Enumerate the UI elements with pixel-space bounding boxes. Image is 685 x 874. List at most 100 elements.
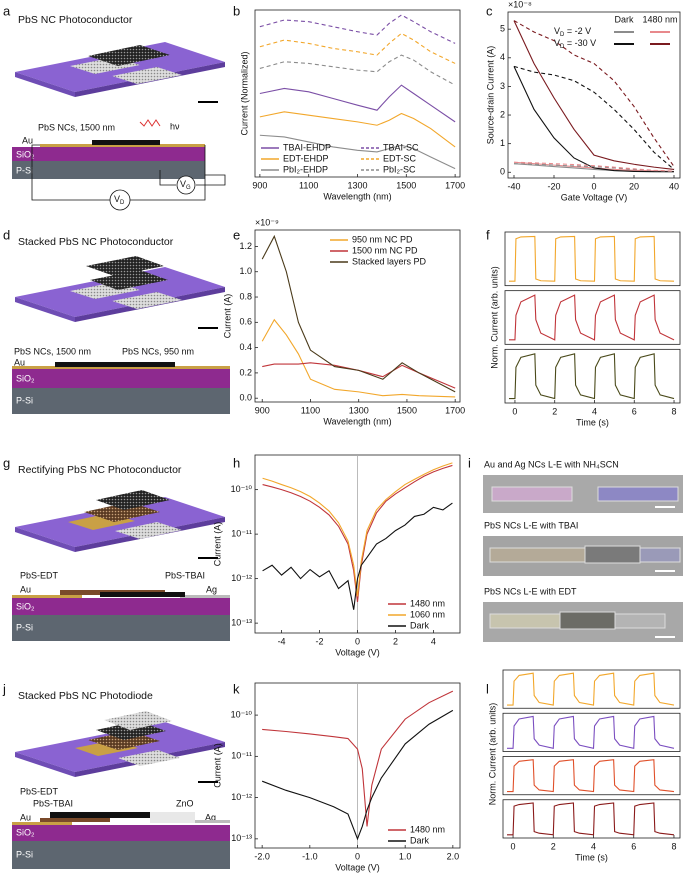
- x-tick-label: 2.0: [447, 851, 460, 861]
- legend-row-main: V: [554, 38, 560, 48]
- nc-film: [84, 502, 160, 522]
- series-line: [259, 32, 456, 64]
- y-tick-label: 0.6: [239, 317, 252, 327]
- legend-label: 950 nm NC PD: [352, 234, 413, 244]
- schematic-g: Rectifying PbS NC Photoconductor PbS-EDT…: [12, 464, 230, 641]
- x-tick-label: 6: [631, 841, 636, 851]
- y-tick-label: 0.2: [239, 367, 252, 377]
- panel-label: e: [233, 227, 240, 242]
- legend-label: TBAI-SC: [383, 142, 419, 152]
- legend-label: EDT-SC: [383, 153, 417, 163]
- wire: [584, 545, 641, 564]
- plot-frame: [504, 290, 681, 345]
- y-axis-label: Current (A): [222, 294, 232, 339]
- tbai-layer: [50, 812, 160, 818]
- series-line: [262, 690, 454, 827]
- series-line: [259, 84, 456, 123]
- layer-label: Au: [20, 584, 31, 594]
- legend-label: Dark: [410, 835, 430, 845]
- source-label: VD: [114, 194, 125, 205]
- series-line: [508, 235, 675, 282]
- chart: 900 1100 1300 1500 1700 0.0 0.2 0.4 0.6 0.8 1.0 1.2…: [222, 217, 465, 426]
- x-tick-label: 2: [551, 841, 556, 851]
- au-layer: [12, 366, 230, 369]
- legend-label: 1500 nm NC PD: [352, 245, 418, 255]
- layer-label: PbS NCs, 1500 nm: [38, 122, 115, 132]
- y-tick-label: 0.8: [239, 291, 252, 301]
- sio2-layer: [12, 825, 230, 841]
- legend-label: EDT-EHDP: [283, 153, 329, 163]
- nc-film: [96, 490, 170, 510]
- x-tick-label: 4: [431, 636, 436, 646]
- zno-film: [104, 711, 172, 730]
- wire: [559, 611, 616, 630]
- legend-label: Dark: [410, 620, 430, 630]
- layer-label: PbS NCs, 1500 nm: [14, 346, 91, 356]
- micrograph-caption: Au and Ag NCs L-E with NH₄SCN: [484, 459, 619, 469]
- layer-label: PbS-TBAI: [165, 570, 205, 580]
- legend-row-sub: D: [560, 44, 565, 50]
- x-axis-label: Time (s): [575, 852, 608, 862]
- psi-layer: [12, 388, 230, 414]
- series-line: [262, 464, 453, 602]
- edt-layer: [40, 818, 110, 822]
- electrode-film: [115, 522, 182, 539]
- plot-frame: [502, 669, 681, 709]
- source-symbol: [109, 189, 131, 211]
- source-main: V: [180, 179, 186, 189]
- x-tick-label: 20: [629, 181, 639, 191]
- plot-frame: [254, 229, 461, 403]
- wire: [597, 486, 679, 502]
- y-axis-label: Source-drain Current (A): [485, 46, 495, 145]
- micrographs: Au and Ag NCs L-E with NH₄SCN PbS NCs L-…: [483, 459, 683, 642]
- x-axis-label: Wavelength (nm): [323, 191, 391, 201]
- panel-label: h: [233, 455, 240, 470]
- series-line: [513, 66, 674, 173]
- x-tick-label: 1500: [396, 180, 416, 190]
- layer-label: Ag: [206, 584, 217, 594]
- x-tick-label: 1700: [445, 405, 465, 415]
- nc-layer: [55, 362, 175, 367]
- plot-frame: [502, 756, 681, 796]
- y-tick-label: 10⁻¹³: [231, 833, 252, 843]
- series-line: [507, 802, 675, 836]
- source-main: V: [114, 194, 120, 204]
- layer-label: hν: [170, 121, 180, 131]
- layer-label: PbS-EDT: [20, 570, 59, 580]
- layer-label: P-Si: [16, 395, 33, 405]
- schematic-title: PbS NC Photoconductor: [18, 14, 133, 26]
- schematic-a: PbS NC Photoconductor PbS NCs, 1500 nm h…: [12, 14, 226, 211]
- y-tick-label: 2: [500, 109, 505, 119]
- x-tick-label: -1.0: [302, 851, 318, 861]
- y-tick-label: 4: [500, 52, 505, 62]
- layer-label: PbS-EDT: [20, 786, 59, 796]
- series-line: [259, 14, 456, 44]
- sio2-layer: [12, 598, 230, 615]
- wire: [614, 613, 666, 629]
- legend-header: 1480 nm: [642, 14, 677, 24]
- chart: 0 2 4 6 8 Time (s) Norm. Current (arb. units): [487, 669, 681, 862]
- x-tick-label: 2: [552, 406, 557, 416]
- legend-row-rest: = -2 V: [564, 26, 591, 36]
- legend-row-sub: D: [560, 32, 565, 38]
- psi-layer: [12, 841, 230, 869]
- circuit: [31, 144, 226, 201]
- nc-film: [88, 45, 170, 66]
- y-tick-label: 0.0: [239, 393, 252, 403]
- x-tick-label: 1100: [299, 180, 318, 190]
- sio2-layer: [12, 147, 205, 161]
- wire: [639, 547, 681, 563]
- series-line: [259, 111, 456, 148]
- y-tick-label: 10⁻¹²: [231, 792, 252, 802]
- layer-label: Au: [14, 357, 25, 367]
- panel-label: g: [3, 455, 10, 470]
- layer-label: P-Si: [16, 849, 33, 859]
- series-line: [513, 65, 675, 170]
- x-tick-label: 0: [355, 636, 360, 646]
- panel-label: l: [486, 681, 489, 696]
- y-tick-label: 5: [500, 24, 505, 34]
- panel-label: i: [468, 455, 471, 470]
- panel-label: a: [3, 3, 11, 18]
- x-tick-label: 900: [252, 180, 267, 190]
- electrode-film: [118, 750, 180, 766]
